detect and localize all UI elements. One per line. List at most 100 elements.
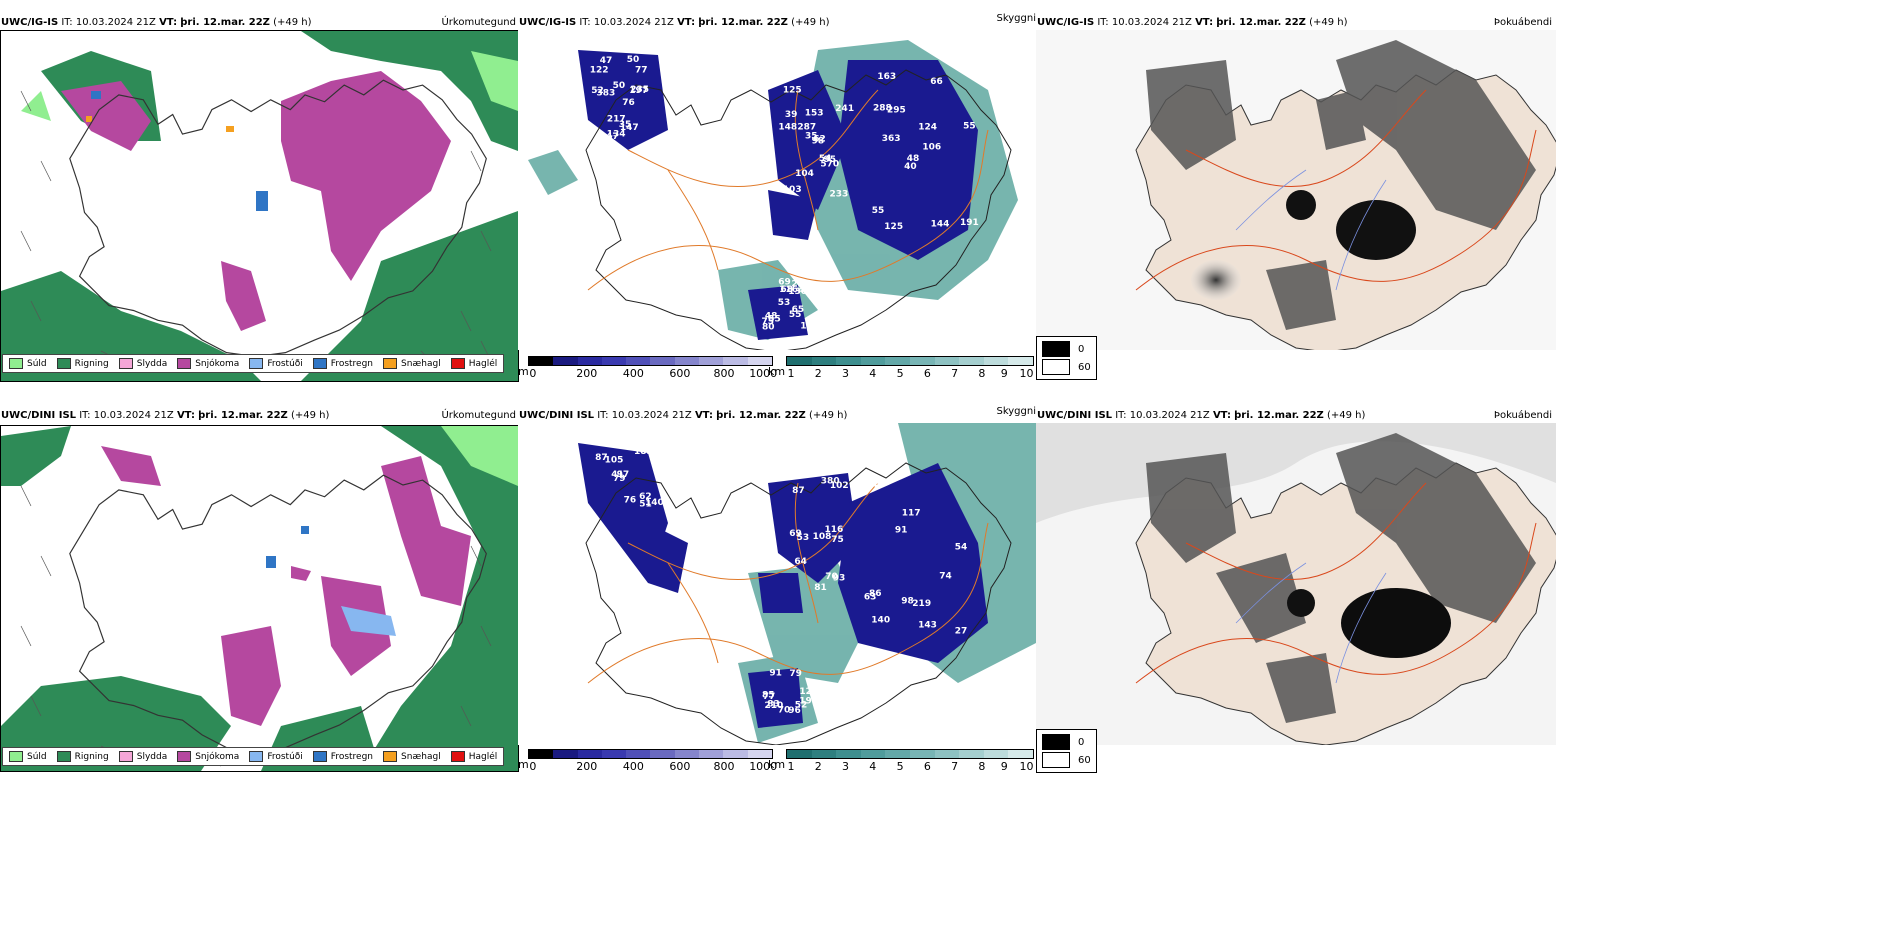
- visibility-value-label: 77: [763, 692, 776, 702]
- visibility-value-label: 134: [607, 130, 626, 140]
- visibility-value-label: 219: [912, 599, 931, 609]
- visibility-value-label: 147: [620, 123, 639, 133]
- colorbar-cell: [860, 357, 886, 365]
- fog-panel-row2: UWC/DINI ISL IT: 10.03.2024 21Z VT: þri.…: [1036, 395, 1556, 780]
- legend-label: Haglél: [468, 751, 498, 762]
- visibility-value-label: 66: [930, 77, 943, 87]
- vt-value: þri. 12.mar. 22Z: [1234, 410, 1324, 421]
- panel-title: Úrkomutegund: [441, 17, 516, 28]
- fog-legend-item: 60: [1042, 751, 1091, 769]
- visibility-value-label: 383: [597, 89, 616, 99]
- legend-item-rigning: Rigning: [56, 751, 109, 762]
- legend-swatch: [177, 358, 192, 369]
- tick-label: 3: [842, 367, 850, 380]
- colorbar-cell: [747, 750, 772, 758]
- tick-label: 4: [869, 367, 877, 380]
- colorbar-cell: [959, 750, 984, 758]
- tick-label: 600: [669, 367, 691, 380]
- colorbar-cell: [553, 750, 578, 758]
- legend-swatch: [450, 751, 465, 762]
- visibility-value-label: 70: [825, 572, 838, 582]
- legend-swatch: [118, 751, 133, 762]
- model-name: UWC/DINI ISL: [1037, 410, 1113, 421]
- fog-map[interactable]: [1036, 30, 1556, 350]
- colorbar-cell: [626, 750, 651, 758]
- visibility-value-label: 51: [639, 500, 652, 510]
- panel-header: UWC/DINI ISL IT: 10.03.2024 21Z VT: þri.…: [1037, 410, 1365, 422]
- legend-item-haglel: Haglél: [450, 358, 497, 369]
- tick-label: 1: [787, 760, 795, 773]
- colorbar-cell: [650, 750, 675, 758]
- precip-panel-row2: UWC/DINI ISL IT: 10.03.2024 21Z VT: þri.…: [0, 395, 520, 780]
- visibility-value-label: 125: [884, 222, 903, 232]
- visibility-value-label: 98: [812, 137, 825, 147]
- vt-value: þri. 12.mar. 22Z: [1216, 17, 1306, 28]
- tick-label: 200: [576, 760, 598, 773]
- tick-label: 7: [951, 367, 959, 380]
- visibility-value-label: 77: [635, 66, 648, 76]
- fog-legend-item: 60: [1042, 358, 1091, 376]
- legend-label: Rigning: [74, 751, 109, 762]
- visibility-value-label: 63: [864, 593, 877, 603]
- visibility-value-label: 97: [617, 470, 630, 480]
- visibility-value-label: 62: [639, 492, 652, 502]
- legend-item-rigning: Rigning: [56, 358, 109, 369]
- precip-map[interactable]: [0, 425, 519, 772]
- visibility-value-label: 140: [645, 498, 664, 508]
- visibility-value-label: 70: [778, 705, 791, 715]
- visibility-value-label: 55: [789, 310, 802, 320]
- visibility-value-label: 39: [785, 110, 798, 120]
- colorbar-km-cells: [786, 749, 1034, 759]
- colorbar-cell: [577, 750, 602, 758]
- visibility-value-label: 79: [613, 474, 626, 484]
- visibility-value-label: 79: [789, 669, 802, 679]
- legend-label: Rigning: [74, 358, 109, 369]
- tick-label: 9: [1000, 367, 1008, 380]
- tick-label: 5: [896, 367, 904, 380]
- visibility-value-label: 68: [780, 285, 793, 295]
- panel-title: Skyggni: [996, 13, 1036, 24]
- colorbar-m: 0 200 400 600 800 1000: [528, 356, 777, 380]
- panel-title: Úrkomutegund: [441, 410, 516, 421]
- legend-item-suld: Súld: [9, 751, 47, 762]
- visibility-value-label: 230: [791, 280, 810, 290]
- colorbar-cell: [909, 357, 935, 365]
- visibility-value-label: 50: [627, 55, 640, 65]
- visibility-map[interactable]: 62 75 140 91 97 70 86 79 41 81 76 85 87 93 98 127 76 108 1…: [518, 423, 1036, 745]
- legend-swatch: [312, 358, 327, 369]
- colorbar-cell: [699, 750, 724, 758]
- tick-label: 2: [814, 760, 822, 773]
- legend-label: Frostregn: [330, 358, 374, 369]
- precip-map[interactable]: [0, 30, 519, 382]
- visibility-value-label: 41: [611, 470, 624, 480]
- panel-header: UWC/IG-IS IT: 10.03.2024 21Z VT: þri. 12…: [1, 17, 312, 29]
- colorbar-cell: [787, 750, 812, 758]
- fog-legend: 0 60: [1036, 729, 1097, 773]
- visibility-value-label: 140: [871, 616, 890, 626]
- colorbar-cell: [699, 357, 724, 365]
- legend-item-suld: Súld: [9, 358, 47, 369]
- colorbar-cell: [747, 357, 772, 365]
- colorbar-cell: [885, 750, 910, 758]
- legend-label: Súld: [27, 751, 47, 762]
- colorbar-cell: [934, 357, 960, 365]
- legend-swatch: [249, 751, 264, 762]
- colorbar-cell: [1008, 750, 1033, 758]
- colorbar-cell: [650, 357, 675, 365]
- visibility-value-label: 87: [792, 486, 805, 496]
- visibility-value-label: 64: [794, 557, 807, 567]
- legend-swatch: [312, 751, 327, 762]
- visibility-map[interactable]: 76 39 48 75 197 104 66 68 77 98 163 153 383 241 40 130 1…: [518, 30, 1036, 350]
- legend-swatch: [56, 751, 71, 762]
- visibility-value-label: 69: [789, 529, 802, 539]
- colorbar-cell: [553, 357, 578, 365]
- fog-map[interactable]: [1036, 423, 1556, 745]
- colorbar-m-cells: [528, 749, 773, 759]
- vt-value: þri. 12.mar. 22Z: [698, 17, 788, 28]
- tick-label: 800: [713, 367, 735, 380]
- tick-label: 6: [923, 367, 931, 380]
- visibility-value-label: 48: [907, 154, 920, 164]
- colorbar-cell: [811, 750, 837, 758]
- visibility-value-label: 163: [877, 72, 896, 82]
- legend-swatch: [118, 358, 133, 369]
